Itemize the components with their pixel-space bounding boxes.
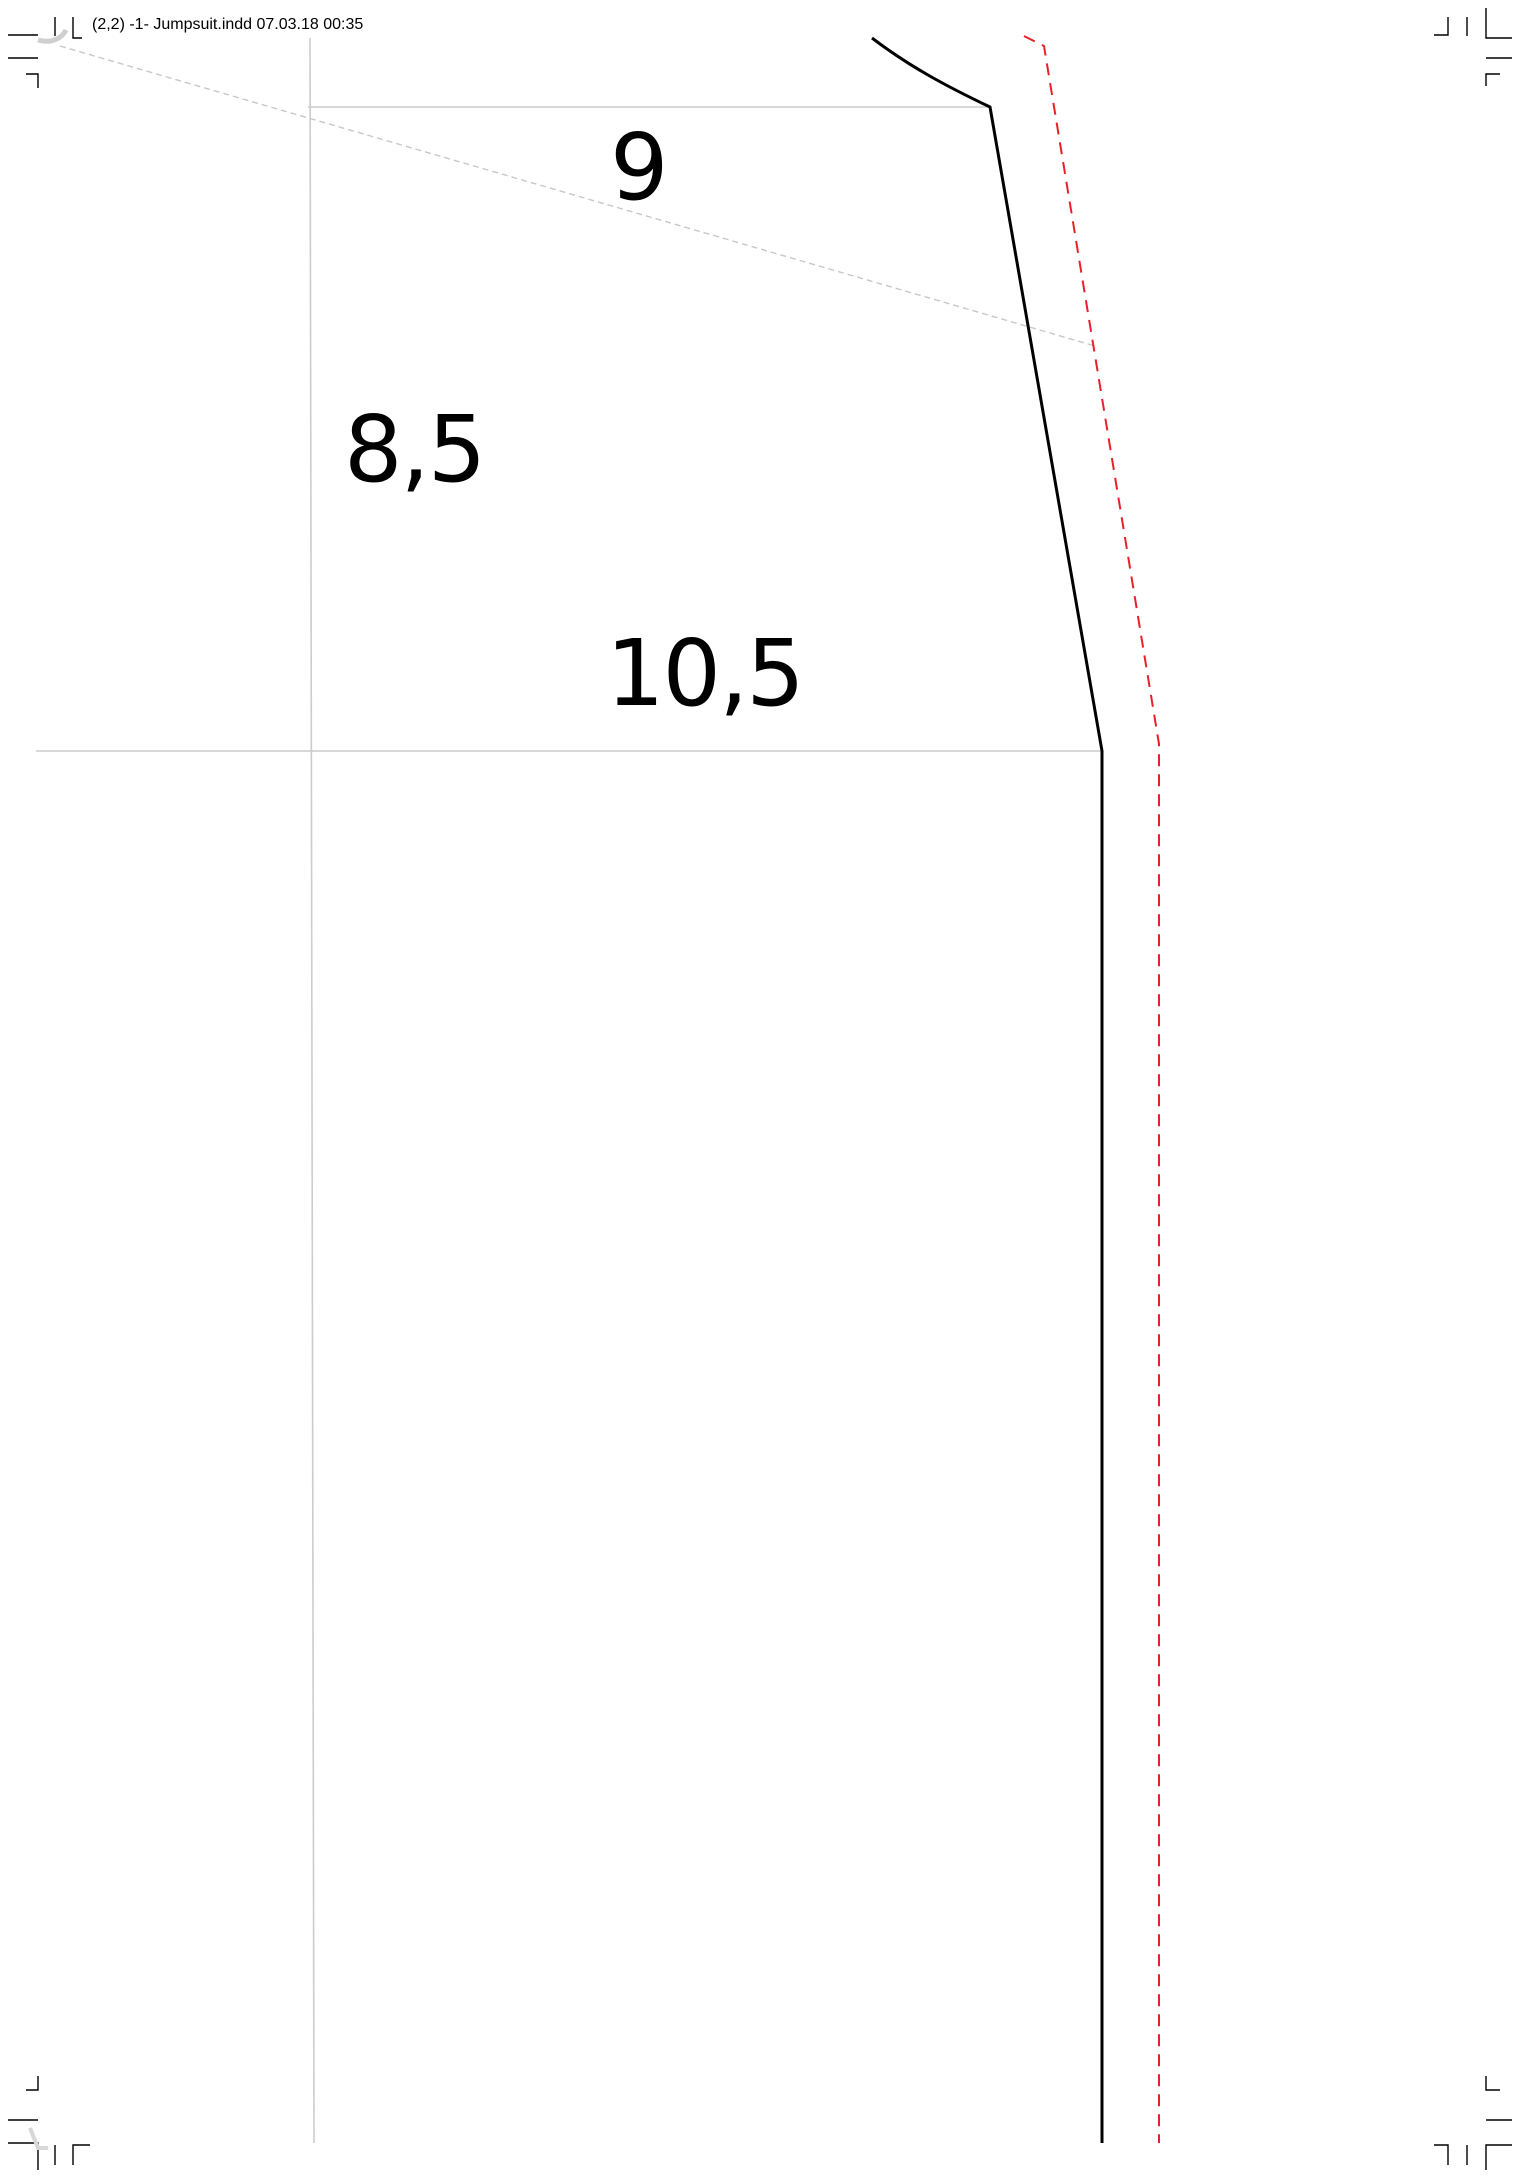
measurement-bottom-width: 10,5	[606, 620, 805, 727]
registration-arc-bottom	[28, 2127, 48, 2150]
diagonal-guide	[59, 45, 1096, 347]
crop-marks	[8, 8, 1512, 2170]
registration-arc-top	[37, 28, 69, 44]
guide-lines	[36, 37, 1102, 2144]
pattern-outline	[871, 36, 1104, 2143]
measurement-side-depth: 8,5	[344, 396, 486, 503]
print-slug: (2,2) -1- Jumpsuit.indd 07.03.18 00:35	[92, 16, 364, 33]
seam-allowance-line	[1023, 35, 1160, 2143]
measurement-top-width: 9	[610, 114, 669, 221]
